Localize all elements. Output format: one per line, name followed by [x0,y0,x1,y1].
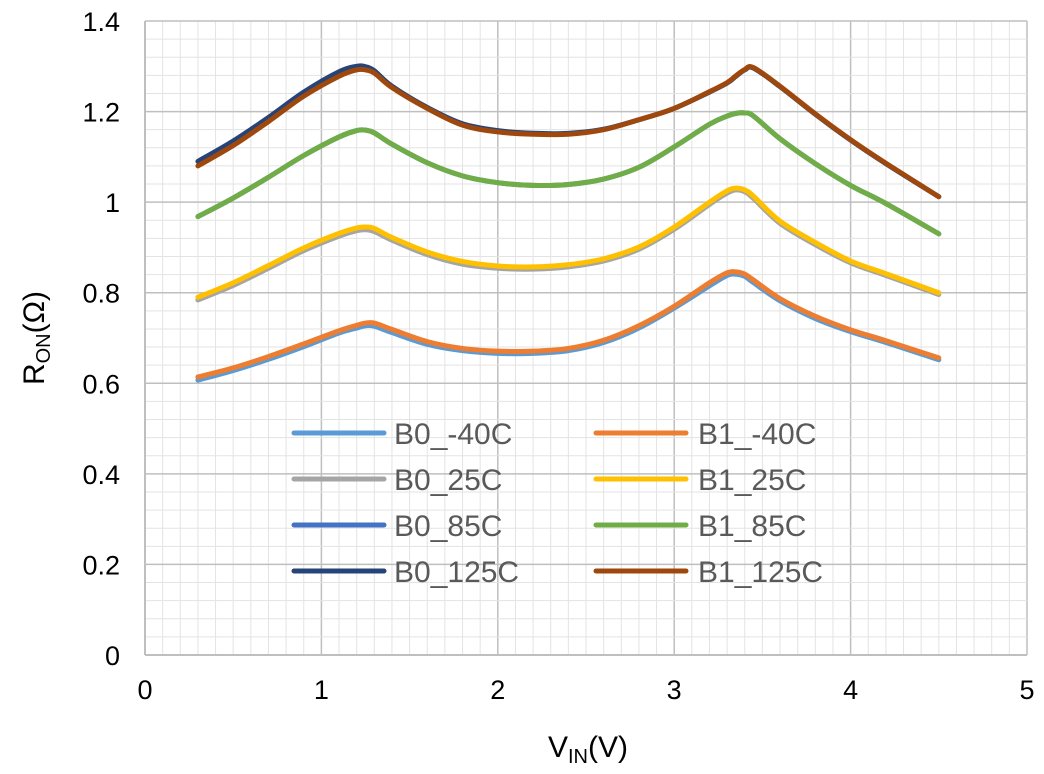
legend-label-b1-25c: B1_25C [698,464,806,497]
x-tick-label: 1 [314,675,329,705]
x-tick-label: 0 [137,675,152,705]
y-tick-label: 1.2 [82,98,120,128]
legend-label-b1-125c: B1_125C [698,556,823,589]
y-tick-label: 1 [105,188,120,218]
tick-labels: 0 1 2 3 4 5 0 0.2 0.4 0.6 0.8 1 1.2 1.4 [82,7,1034,705]
x-axis-title: VIN(V) [548,731,628,768]
y-axis-title: RON(Ω) [18,291,55,385]
y-tick-label: 0.8 [82,279,120,309]
x-tick-label: 3 [667,675,682,705]
series-line-b1-25c [195,185,942,300]
x-tick-label: 4 [843,675,858,705]
series-line-b1-40c [195,269,942,380]
axes [144,21,1027,656]
legend-label-b1-40c: B1_-40C [698,418,816,451]
x-tick-label: 2 [490,675,505,705]
series-line-b1-85c [195,110,942,237]
y-tick-label: 0.4 [82,460,120,490]
x-tick-label: 5 [1019,675,1034,705]
legend-label-b0-85c: B0_85C [394,510,502,543]
y-tick-label: 0 [105,641,120,671]
legend-label-b0-25c: B0_25C [394,464,502,497]
grid [144,20,1028,656]
legend-label-b0-40c: B0_-40C [394,418,512,451]
legend-label-b0-125c: B0_125C [394,556,519,589]
y-tick-label: 0.6 [82,369,120,399]
series-line-b1-125c [195,64,942,200]
y-tick-label: 0.2 [82,550,120,580]
legend: B0_-40C B1_-40C B0_25C B1_25C B0_85C B1_85C B0… [291,418,823,589]
series-lines [195,63,942,383]
legend-label-b1-85c: B1_85C [698,510,806,543]
y-tick-label: 1.4 [82,7,120,37]
